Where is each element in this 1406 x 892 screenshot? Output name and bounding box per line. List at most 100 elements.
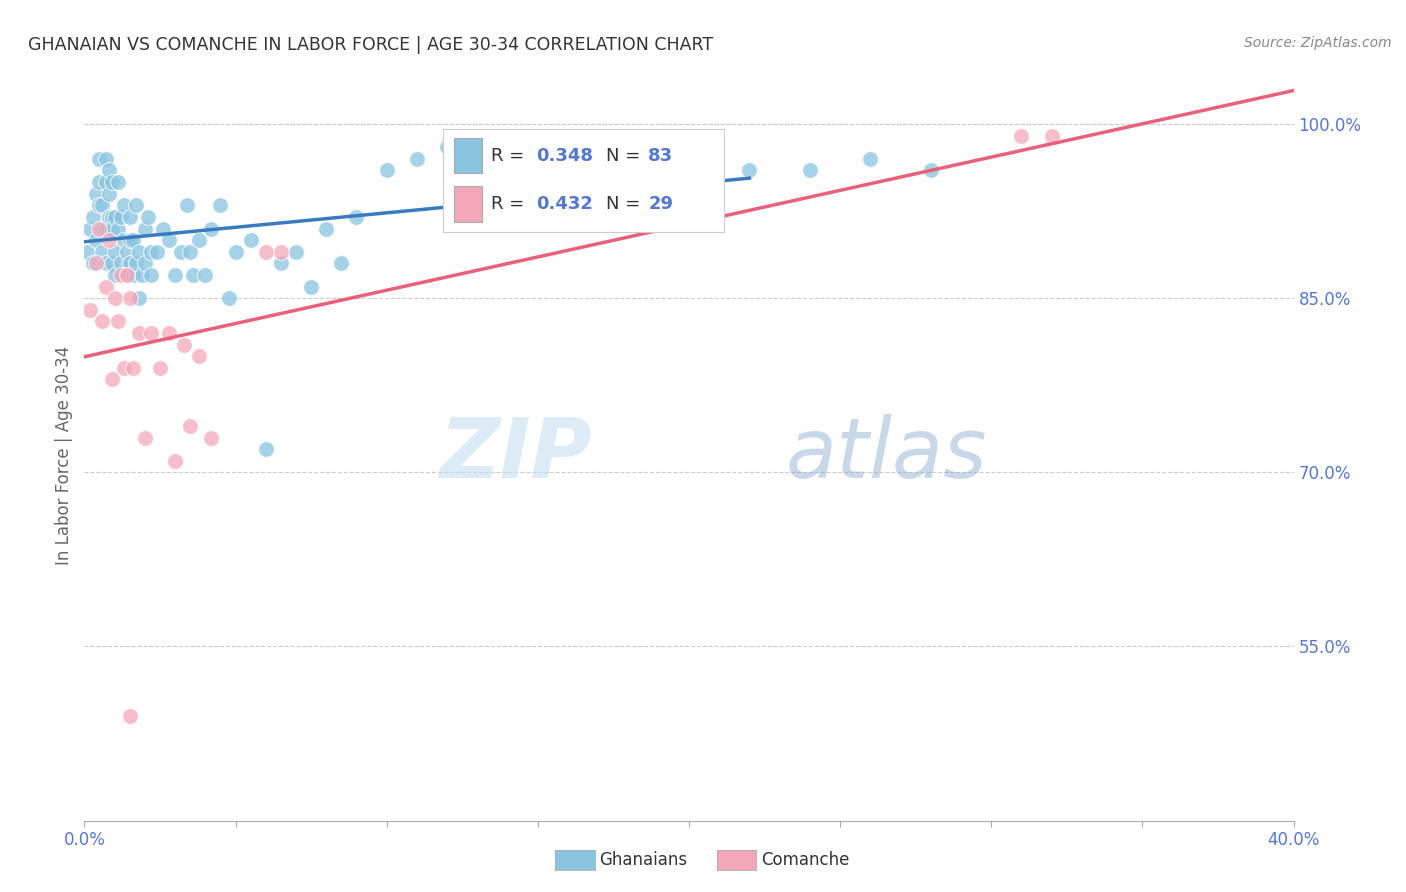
- Point: [859, 152, 882, 166]
- Point: [118, 233, 141, 247]
- Point: [436, 140, 458, 154]
- Point: [94, 256, 117, 270]
- Point: [121, 268, 143, 282]
- Point: [86, 256, 108, 270]
- Point: [200, 221, 222, 235]
- Point: [173, 337, 195, 351]
- Point: [152, 221, 174, 235]
- Bar: [454, 186, 482, 221]
- Point: [118, 291, 141, 305]
- Bar: [454, 137, 482, 173]
- Point: [91, 314, 114, 328]
- Point: [284, 244, 308, 259]
- Point: [97, 163, 120, 178]
- Point: [118, 210, 141, 224]
- Point: [157, 326, 180, 340]
- Point: [100, 210, 122, 224]
- Point: [225, 244, 247, 259]
- Point: [94, 221, 117, 235]
- Point: [139, 268, 162, 282]
- Point: [112, 360, 135, 375]
- Point: [179, 418, 201, 433]
- Text: R =: R =: [491, 147, 530, 165]
- Text: N =: N =: [606, 147, 645, 165]
- Point: [315, 221, 337, 235]
- Point: [678, 175, 700, 189]
- Point: [100, 175, 122, 189]
- Point: [209, 198, 232, 212]
- Point: [647, 152, 671, 166]
- Point: [94, 175, 117, 189]
- Text: GHANAIAN VS COMANCHE IN LABOR FORCE | AGE 30-34 CORRELATION CHART: GHANAIAN VS COMANCHE IN LABOR FORCE | AG…: [28, 36, 713, 54]
- Point: [94, 279, 117, 293]
- Point: [128, 326, 150, 340]
- Point: [134, 221, 156, 235]
- Point: [181, 268, 204, 282]
- Point: [270, 244, 292, 259]
- Point: [163, 268, 186, 282]
- Point: [94, 152, 117, 166]
- Point: [107, 314, 129, 328]
- Point: [406, 152, 429, 166]
- Point: [1040, 128, 1063, 143]
- Point: [134, 256, 156, 270]
- Point: [134, 430, 156, 444]
- Text: 29: 29: [648, 194, 673, 212]
- Point: [139, 326, 162, 340]
- Point: [121, 360, 143, 375]
- Point: [97, 186, 120, 201]
- Text: Ghanaians: Ghanaians: [599, 851, 688, 869]
- Point: [346, 210, 368, 224]
- Point: [97, 210, 120, 224]
- Point: [104, 244, 127, 259]
- Point: [89, 221, 111, 235]
- Point: [104, 268, 127, 282]
- Point: [188, 349, 211, 363]
- Point: [163, 454, 186, 468]
- Text: 83: 83: [648, 147, 673, 165]
- Point: [375, 163, 398, 178]
- Text: R =: R =: [491, 194, 530, 212]
- Point: [121, 233, 143, 247]
- Point: [170, 244, 193, 259]
- Text: Comanche: Comanche: [761, 851, 849, 869]
- Point: [91, 221, 114, 235]
- Point: [128, 291, 150, 305]
- Point: [157, 233, 180, 247]
- Point: [330, 256, 353, 270]
- Point: [91, 244, 114, 259]
- Point: [139, 244, 162, 259]
- Text: atlas: atlas: [786, 415, 987, 495]
- Point: [107, 175, 129, 189]
- Point: [1010, 128, 1032, 143]
- Point: [136, 210, 159, 224]
- Point: [194, 268, 217, 282]
- Point: [179, 244, 201, 259]
- Point: [104, 291, 127, 305]
- Point: [125, 256, 148, 270]
- Point: [920, 163, 942, 178]
- Point: [467, 163, 489, 178]
- Point: [146, 244, 169, 259]
- Point: [799, 163, 821, 178]
- Point: [149, 360, 172, 375]
- Point: [82, 256, 104, 270]
- Point: [86, 233, 108, 247]
- Point: [254, 442, 277, 456]
- Point: [104, 210, 127, 224]
- Point: [526, 152, 548, 166]
- Text: 0.348: 0.348: [536, 147, 593, 165]
- Text: ZIP: ZIP: [440, 415, 592, 495]
- Text: N =: N =: [606, 194, 645, 212]
- Point: [239, 233, 262, 247]
- Point: [107, 221, 129, 235]
- Point: [115, 268, 138, 282]
- Point: [112, 198, 135, 212]
- Point: [176, 198, 198, 212]
- Point: [588, 163, 610, 178]
- Point: [97, 233, 120, 247]
- Point: [131, 268, 153, 282]
- Point: [110, 210, 132, 224]
- Point: [91, 198, 114, 212]
- Y-axis label: In Labor Force | Age 30-34: In Labor Force | Age 30-34: [55, 345, 73, 565]
